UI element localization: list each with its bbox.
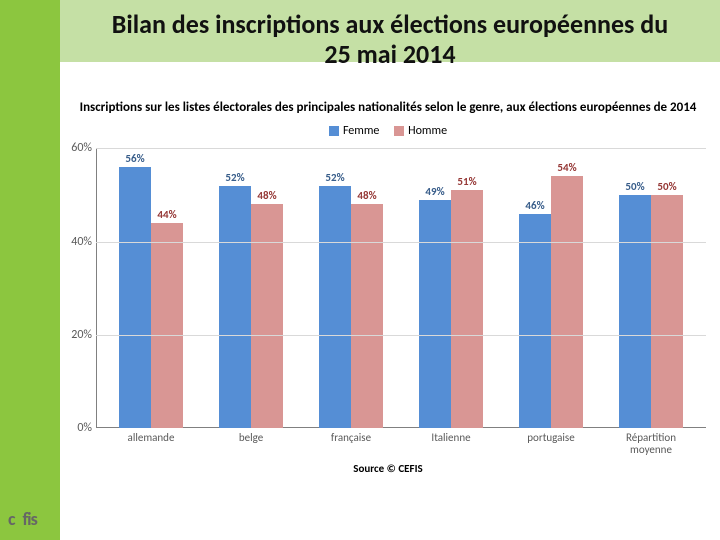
y-tick-label: 40% (58, 235, 92, 249)
legend-label-homme: Homme (408, 124, 447, 138)
x-tick-label: allemande (105, 432, 197, 444)
bar-homme (551, 176, 583, 428)
plot-area: 56%44%52%48%52%48%49%51%46%54%50%50% 0%2… (96, 148, 706, 428)
bar-femme (619, 195, 651, 428)
bar-value-femme: 49% (425, 185, 444, 198)
bar-value-femme: 52% (225, 171, 244, 184)
bar-value-femme: 50% (625, 180, 644, 193)
chart: Inscriptions sur les listes électorales … (70, 100, 706, 510)
legend-swatch-homme (394, 126, 404, 136)
page-title: Bilan des inscriptions aux élections eur… (110, 10, 670, 70)
bar-homme (251, 204, 283, 428)
cefis-logo: cefis (8, 508, 37, 530)
logo-fis: fis (22, 508, 36, 530)
legend-swatch-femme (329, 126, 339, 136)
bar-value-homme: 48% (357, 189, 376, 202)
bar-homme (351, 204, 383, 428)
left-accent-bar (0, 0, 60, 540)
bar-homme (451, 190, 483, 428)
bar-homme (151, 223, 183, 428)
y-tick-label: 0% (58, 421, 92, 435)
legend: Femme Homme (70, 124, 706, 140)
bar-value-homme: 50% (657, 180, 676, 193)
legend-item-femme: Femme (329, 124, 379, 138)
gridline (96, 242, 706, 243)
legend-item-homme: Homme (394, 124, 447, 138)
legend-label-femme: Femme (343, 124, 379, 138)
x-tick-label: belge (205, 432, 297, 444)
bar-value-femme: 52% (325, 171, 344, 184)
bar-value-femme: 56% (125, 152, 144, 165)
x-tick-label: portugaise (505, 432, 597, 444)
bar-value-femme: 46% (525, 199, 544, 212)
y-tick-label: 60% (58, 141, 92, 155)
chart-title: Inscriptions sur les listes électorales … (70, 100, 706, 116)
bar-homme (651, 195, 683, 428)
bar-femme (419, 200, 451, 429)
bar-value-homme: 54% (557, 161, 576, 174)
bar-value-homme: 44% (157, 208, 176, 221)
gridline (96, 148, 706, 149)
bar-value-homme: 51% (457, 175, 476, 188)
x-tick-label: Italienne (405, 432, 497, 444)
chart-source: Source © CEFIS (70, 462, 706, 475)
bar-femme (519, 214, 551, 429)
bar-value-homme: 48% (257, 189, 276, 202)
bar-femme (219, 186, 251, 429)
x-tick-label: française (305, 432, 397, 444)
bar-femme (319, 186, 351, 429)
bar-femme (119, 167, 151, 428)
y-tick-label: 20% (58, 328, 92, 342)
x-tick-label: Répartition moyenne (605, 432, 697, 456)
gridline (96, 335, 706, 336)
bars-container: 56% 44% 52% 48% 52% 48% 49% 51% 46% 54% 50% 50% (96, 148, 706, 428)
x-axis-labels: allemande belge française Italienne portugai… (96, 428, 706, 458)
